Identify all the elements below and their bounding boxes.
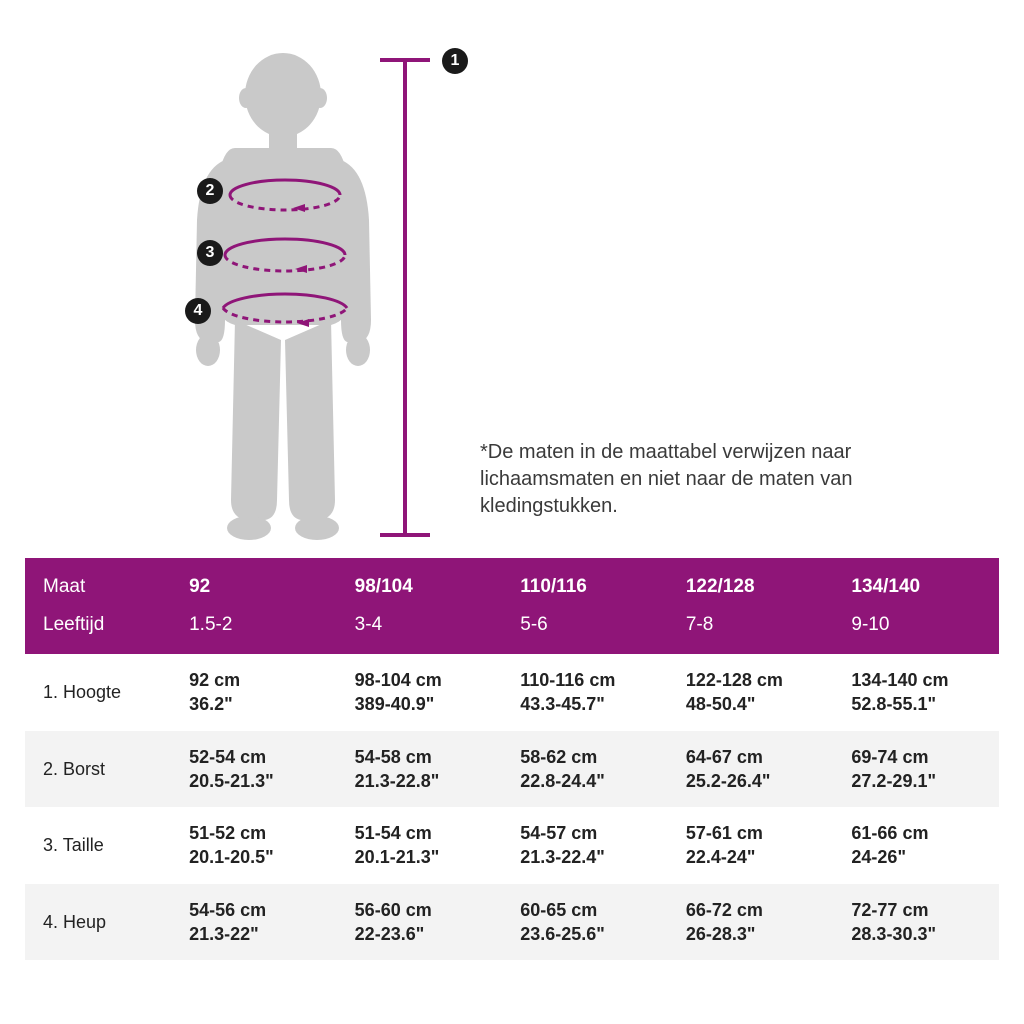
cell-value: 58-62 cm22.8-24.4" <box>502 731 668 808</box>
header-value: 98/104 <box>337 558 503 608</box>
cell-value: 98-104 cm389-40.9" <box>337 654 503 731</box>
diagram-section: 1 2 3 4 *De maten in de maattabel verwij… <box>25 20 999 550</box>
size-table: Maat9298/104110/116122/128134/140Leeftij… <box>25 558 999 960</box>
header-label: Maat <box>25 558 171 608</box>
badge-1-icon: 1 <box>442 48 468 74</box>
table-row: 1. Hoogte92 cm36.2"98-104 cm389-40.9"110… <box>25 654 999 731</box>
cell-value: 64-67 cm25.2-26.4" <box>668 731 834 808</box>
cell-value: 69-74 cm27.2-29.1" <box>833 731 999 808</box>
header-value: 134/140 <box>833 558 999 608</box>
cell-value: 57-61 cm22.4-24" <box>668 807 834 884</box>
badge-2-icon: 2 <box>197 178 223 204</box>
cell-value: 52-54 cm20.5-21.3" <box>171 731 337 808</box>
table-header: Maat9298/104110/116122/128134/140Leeftij… <box>25 558 999 654</box>
badge-3-icon: 3 <box>197 240 223 266</box>
table-body: 1. Hoogte92 cm36.2"98-104 cm389-40.9"110… <box>25 654 999 960</box>
header-value: 7-8 <box>668 608 834 654</box>
table-row: 3. Taille51-52 cm20.1-20.5"51-54 cm20.1-… <box>25 807 999 884</box>
header-value: 1.5-2 <box>171 608 337 654</box>
cell-value: 60-65 cm23.6-25.6" <box>502 884 668 961</box>
cell-value: 54-58 cm21.3-22.8" <box>337 731 503 808</box>
table-header-row: Leeftijd1.5-23-45-67-89-10 <box>25 608 999 654</box>
cell-value: 110-116 cm43.3-45.7" <box>502 654 668 731</box>
table-row: 2. Borst52-54 cm20.5-21.3"54-58 cm21.3-2… <box>25 731 999 808</box>
cell-value: 54-56 cm21.3-22" <box>171 884 337 961</box>
cell-value: 72-77 cm28.3-30.3" <box>833 884 999 961</box>
table-header-row: Maat9298/104110/116122/128134/140 <box>25 558 999 608</box>
cell-value: 51-54 cm20.1-21.3" <box>337 807 503 884</box>
header-value: 9-10 <box>833 608 999 654</box>
note-text: *De maten in de maattabel verwijzen naar… <box>480 439 880 520</box>
cell-value: 134-140 cm52.8-55.1" <box>833 654 999 731</box>
header-value: 110/116 <box>502 558 668 608</box>
cell-value: 54-57 cm21.3-22.4" <box>502 807 668 884</box>
row-label: 2. Borst <box>25 731 171 808</box>
header-value: 92 <box>171 558 337 608</box>
badge-4-icon: 4 <box>185 298 211 324</box>
cell-value: 92 cm36.2" <box>171 654 337 731</box>
row-label: 1. Hoogte <box>25 654 171 731</box>
cell-value: 61-66 cm24-26" <box>833 807 999 884</box>
row-label: 4. Heup <box>25 884 171 961</box>
cell-value: 122-128 cm48-50.4" <box>668 654 834 731</box>
header-value: 5-6 <box>502 608 668 654</box>
cell-value: 51-52 cm20.1-20.5" <box>171 807 337 884</box>
header-value: 3-4 <box>337 608 503 654</box>
header-label: Leeftijd <box>25 608 171 654</box>
cell-value: 66-72 cm26-28.3" <box>668 884 834 961</box>
header-value: 122/128 <box>668 558 834 608</box>
row-label: 3. Taille <box>25 807 171 884</box>
cell-value: 56-60 cm22-23.6" <box>337 884 503 961</box>
body-diagram: 1 2 3 4 <box>25 40 475 550</box>
table-row: 4. Heup54-56 cm21.3-22"56-60 cm22-23.6"6… <box>25 884 999 961</box>
